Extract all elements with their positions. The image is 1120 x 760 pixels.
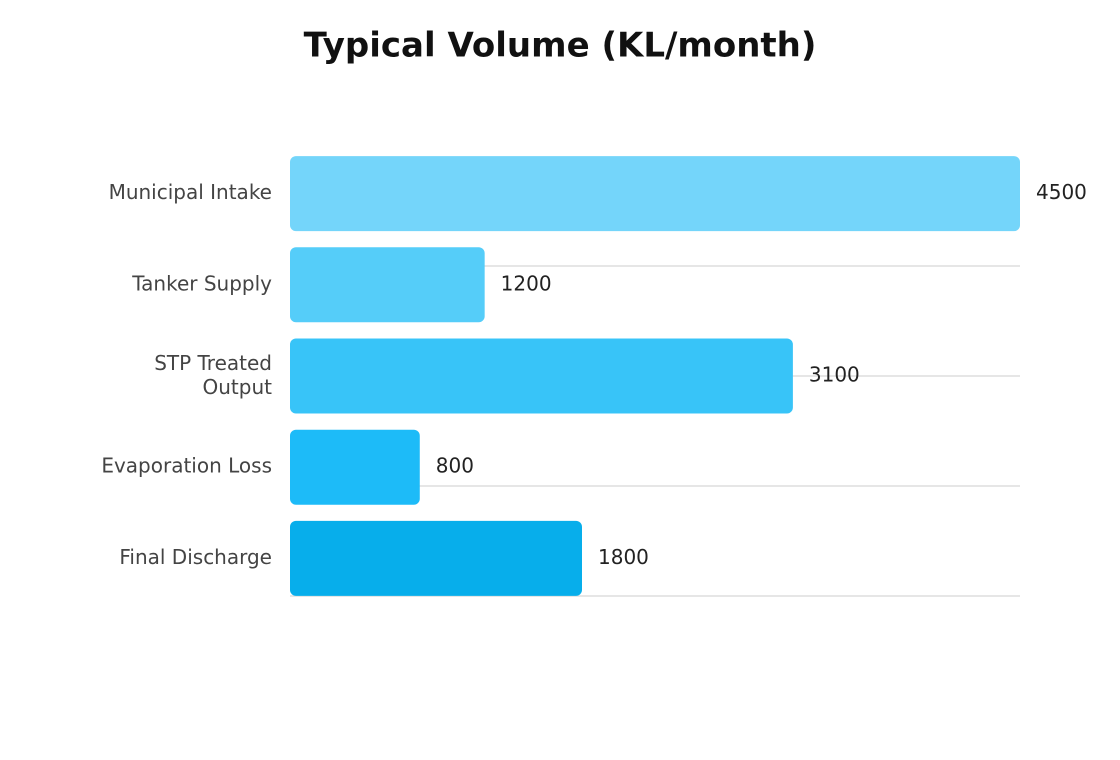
bar — [290, 247, 485, 323]
category-label: Tanker Supply — [131, 271, 272, 295]
chart-title: Typical Volume (KL/month) — [304, 26, 817, 66]
category-label: Evaporation Loss — [101, 454, 272, 478]
bar — [290, 429, 420, 505]
value-label: 3100 — [809, 363, 860, 387]
value-label: 1200 — [501, 271, 552, 295]
category-label: STP Treated Output — [154, 351, 272, 399]
value-label: 800 — [436, 454, 474, 478]
category-label: Final Discharge — [119, 545, 272, 569]
value-label: 4500 — [1036, 180, 1087, 204]
category-label: Municipal Intake — [109, 180, 272, 204]
bar — [290, 338, 793, 414]
value-label: 1800 — [598, 545, 649, 569]
bar — [290, 520, 582, 596]
bar — [290, 156, 1020, 232]
